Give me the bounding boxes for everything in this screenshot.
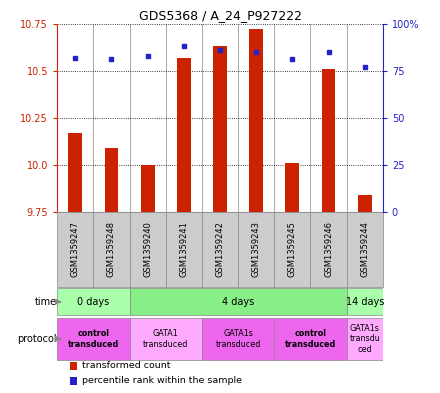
Text: GSM1359248: GSM1359248	[107, 222, 116, 277]
Bar	[57, 212, 93, 286]
Text: GSM1359244: GSM1359244	[360, 222, 369, 277]
Bar	[347, 212, 383, 286]
Text: GSM1359240: GSM1359240	[143, 222, 152, 277]
Text: GSM1359245: GSM1359245	[288, 222, 297, 277]
Text: time: time	[35, 297, 57, 307]
Bar	[129, 318, 202, 360]
Bar	[274, 212, 311, 286]
Bar	[105, 148, 118, 212]
Bar	[286, 163, 299, 212]
Bar	[70, 362, 77, 370]
Text: GSM1359242: GSM1359242	[216, 222, 224, 277]
Bar	[93, 212, 129, 286]
Text: GATA1s
transdu
ced: GATA1s transdu ced	[349, 324, 380, 354]
Text: GATA1s
transduced: GATA1s transduced	[216, 329, 261, 349]
Text: GSM1359241: GSM1359241	[180, 222, 188, 277]
Title: GDS5368 / A_24_P927222: GDS5368 / A_24_P927222	[139, 9, 301, 22]
Bar	[249, 29, 263, 212]
Bar	[274, 318, 347, 360]
Bar	[202, 212, 238, 286]
Text: GATA1
transduced: GATA1 transduced	[143, 329, 188, 349]
Bar	[166, 212, 202, 286]
Text: 4 days: 4 days	[222, 297, 254, 307]
Text: 0 days: 0 days	[77, 297, 110, 307]
Bar	[57, 318, 129, 360]
Bar	[129, 212, 166, 286]
Bar	[238, 212, 274, 286]
Bar	[322, 69, 335, 212]
Bar	[70, 376, 77, 384]
Text: 14 days: 14 days	[345, 297, 384, 307]
Bar	[213, 46, 227, 212]
Text: GSM1359247: GSM1359247	[71, 222, 80, 277]
Bar	[347, 318, 383, 360]
Bar	[68, 133, 82, 212]
Bar	[202, 318, 274, 360]
Bar	[358, 195, 372, 212]
Text: protocol: protocol	[18, 334, 57, 344]
Bar	[311, 212, 347, 286]
Text: percentile rank within the sample: percentile rank within the sample	[82, 376, 242, 385]
Bar	[57, 288, 129, 316]
Text: transformed count: transformed count	[82, 361, 170, 370]
Text: GSM1359243: GSM1359243	[252, 222, 260, 277]
Text: control
transduced: control transduced	[285, 329, 336, 349]
Bar	[141, 165, 154, 212]
Text: control
transduced: control transduced	[68, 329, 119, 349]
Text: GSM1359246: GSM1359246	[324, 222, 333, 277]
Bar	[129, 288, 347, 316]
Bar	[347, 288, 383, 316]
Bar	[177, 57, 191, 212]
